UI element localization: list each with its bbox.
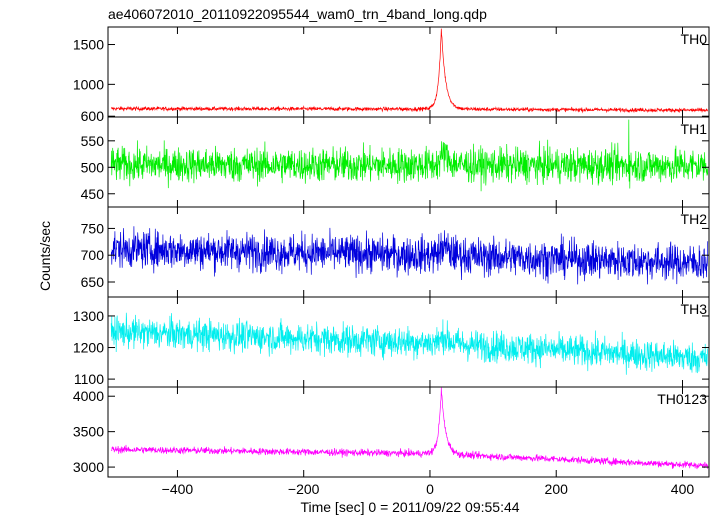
y-tick-label: 650 xyxy=(81,274,105,290)
y-tick-label: 550 xyxy=(81,133,105,149)
panel-label: TH0123 xyxy=(657,391,707,407)
panel-th1: 450 500 550 TH1 xyxy=(81,116,710,208)
panel-label: TH1 xyxy=(681,121,708,137)
y-tick-label: 750 xyxy=(81,220,105,236)
series-th1 xyxy=(110,119,709,192)
y-axis-label: Counts/sec xyxy=(37,221,53,291)
x-tick-label: 400 xyxy=(671,481,695,497)
series-th2 xyxy=(110,226,709,285)
y-tick-label: 1500 xyxy=(73,37,104,53)
panel-label: TH0 xyxy=(681,31,708,47)
x-axis: −400 −200 0 200 400 xyxy=(162,481,695,497)
y-tick-label: 450 xyxy=(81,186,105,202)
series-th0123 xyxy=(111,387,709,470)
panel-th0123: 3000 3500 4000 TH0123 xyxy=(73,386,710,478)
x-axis-label: Time [sec] 0 = 2011/09/22 09:55:44 xyxy=(300,499,519,515)
x-tick-label: 200 xyxy=(545,481,569,497)
panel-stack: 600 1000 1500 TH0 450 500 550 TH1 650 700 750 TH2 11… xyxy=(73,26,710,478)
panel-label: TH2 xyxy=(681,211,708,227)
panel-label: TH3 xyxy=(681,301,708,317)
y-tick-label: 1100 xyxy=(74,371,104,387)
panel-th3: 1100 1200 1300 TH3 xyxy=(73,296,710,388)
panel-frame xyxy=(107,26,710,118)
y-tick-label: 700 xyxy=(81,247,105,263)
y-tick-label: 600 xyxy=(81,108,105,124)
y-tick-label: 1200 xyxy=(73,340,104,356)
y-tick-label: 3000 xyxy=(73,459,104,475)
y-tick-label: 3500 xyxy=(73,424,104,440)
panel-th0: 600 1000 1500 TH0 xyxy=(73,26,710,124)
panel-th2: 650 700 750 TH2 xyxy=(81,206,710,298)
panel-frame xyxy=(107,296,710,388)
series-th0 xyxy=(110,28,709,114)
y-tick-label: 1000 xyxy=(73,76,104,92)
x-tick-label: −200 xyxy=(288,481,320,497)
y-tick-label: 1300 xyxy=(73,308,104,324)
x-tick-label: −400 xyxy=(162,481,194,497)
chart-title: ae406072010_20110922095544_wam0_trn_4ban… xyxy=(108,6,487,22)
y-tick-label: 500 xyxy=(81,159,105,175)
x-tick-label: 0 xyxy=(426,481,434,497)
y-tick-label: 4000 xyxy=(73,388,104,404)
series-th3 xyxy=(110,312,709,375)
